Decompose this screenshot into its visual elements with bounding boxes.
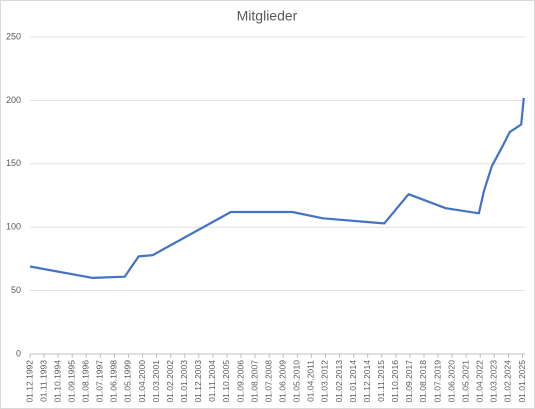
x-tick-label: 01.05.2010 [292,360,302,403]
y-tick-label: 200 [6,95,21,105]
x-tick-label: 01.10.1994 [52,360,62,403]
x-tick-label: 01.07.2019 [432,360,442,403]
data-line [29,97,525,279]
x-tick-label: 01.11.2004 [207,360,217,402]
x-tick-label: 01.09.2006 [235,360,245,403]
y-tick-label: 50 [11,285,21,295]
x-tick-label: 01.03.2001 [151,360,161,403]
x-tick-label: 01.08.2018 [418,360,428,403]
y-tick-label: 250 [6,31,21,41]
x-tick-label: 01.11.1993 [38,360,48,402]
x-tick-label: 01.12.2003 [193,360,203,403]
x-tick-label: 01.03.2012 [320,360,330,403]
x-tick-label: 01.04.2000 [137,360,147,403]
x-tick-label: 01.06.2009 [278,360,288,403]
x-tick-label: 01.08.2007 [249,360,259,403]
chart-title: Mitglieder [237,8,298,24]
x-tick-label: 01.02.2024 [503,360,513,403]
x-tick-label: 01.04.2022 [474,360,484,403]
x-tick-label: 01.01.2025 [517,360,527,403]
x-tick-label: 01.07.2008 [263,360,273,403]
x-tick-label: 01.01.2003 [179,360,189,403]
x-tick-label: 01.05.2021 [460,360,470,403]
x-tick-label: 01.07.1997 [95,360,105,403]
x-tick-label: 01.12.1992 [24,360,34,403]
x-tick-label: 01.02.2002 [165,360,175,403]
x-tick-label: 01.06.1998 [109,360,119,403]
x-tick-label: 01.11.2015 [376,360,386,402]
x-tick-label: 01.08.1996 [81,360,91,403]
x-tick-label: 01.06.2020 [446,360,456,403]
x-tick-label: 01.12.2014 [362,360,372,403]
x-tick-label: 01.02.2013 [334,360,344,403]
y-tick-label: 100 [6,222,21,232]
x-tick-label: 01.09.1995 [66,360,76,403]
y-tick-label: 0 [16,348,21,358]
x-tick-label: 01.05.1999 [123,360,133,403]
x-tick-label: 01.10.2005 [221,360,231,403]
x-tick-label: 01.01.2014 [348,360,358,403]
x-tick-label: 01.04.2011 [306,360,316,402]
y-tick-label: 150 [6,158,21,168]
x-tick-label: 01.09.2017 [404,360,414,403]
x-tick-label: 01.03.2023 [489,360,499,403]
x-tick-label: 01.10.2016 [390,360,400,403]
